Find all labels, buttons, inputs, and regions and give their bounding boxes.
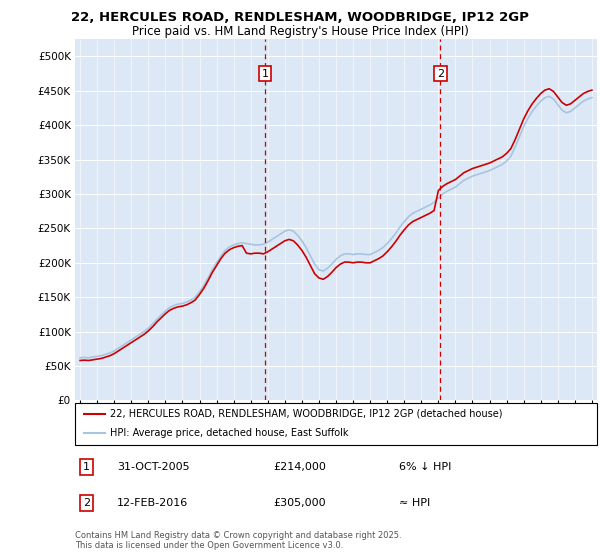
Text: 22, HERCULES ROAD, RENDLESHAM, WOODBRIDGE, IP12 2GP (detached house): 22, HERCULES ROAD, RENDLESHAM, WOODBRIDG… bbox=[110, 409, 503, 419]
Text: 2: 2 bbox=[437, 68, 444, 78]
Text: 31-OCT-2005: 31-OCT-2005 bbox=[117, 462, 190, 472]
Text: 1: 1 bbox=[83, 462, 90, 472]
Text: Price paid vs. HM Land Registry's House Price Index (HPI): Price paid vs. HM Land Registry's House … bbox=[131, 25, 469, 38]
Text: 12-FEB-2016: 12-FEB-2016 bbox=[117, 498, 188, 508]
Text: 2: 2 bbox=[83, 498, 90, 508]
Text: ≈ HPI: ≈ HPI bbox=[398, 498, 430, 508]
Text: HPI: Average price, detached house, East Suffolk: HPI: Average price, detached house, East… bbox=[110, 428, 349, 438]
Text: Contains HM Land Registry data © Crown copyright and database right 2025.
This d: Contains HM Land Registry data © Crown c… bbox=[75, 531, 401, 550]
Text: 22, HERCULES ROAD, RENDLESHAM, WOODBRIDGE, IP12 2GP: 22, HERCULES ROAD, RENDLESHAM, WOODBRIDG… bbox=[71, 11, 529, 24]
Text: 1: 1 bbox=[262, 68, 268, 78]
Text: £214,000: £214,000 bbox=[274, 462, 326, 472]
Text: £305,000: £305,000 bbox=[274, 498, 326, 508]
Text: 6% ↓ HPI: 6% ↓ HPI bbox=[398, 462, 451, 472]
